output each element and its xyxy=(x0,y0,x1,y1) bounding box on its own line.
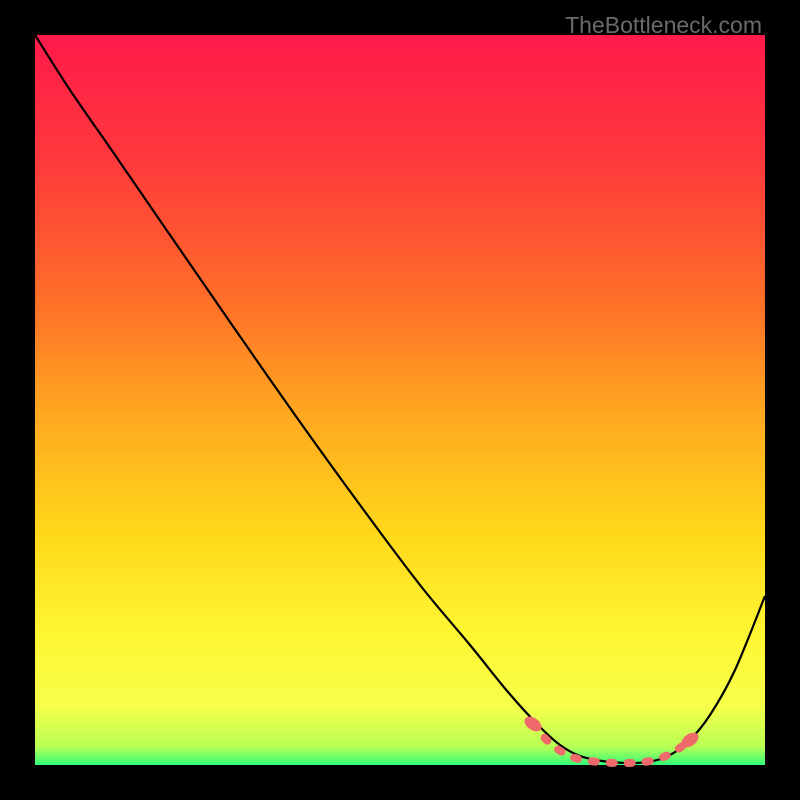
optimal-range-markers xyxy=(522,714,700,749)
bottleneck-curve xyxy=(35,35,765,763)
chart-container: TheBottleneck.com xyxy=(0,0,800,800)
curve-layer xyxy=(0,0,800,800)
